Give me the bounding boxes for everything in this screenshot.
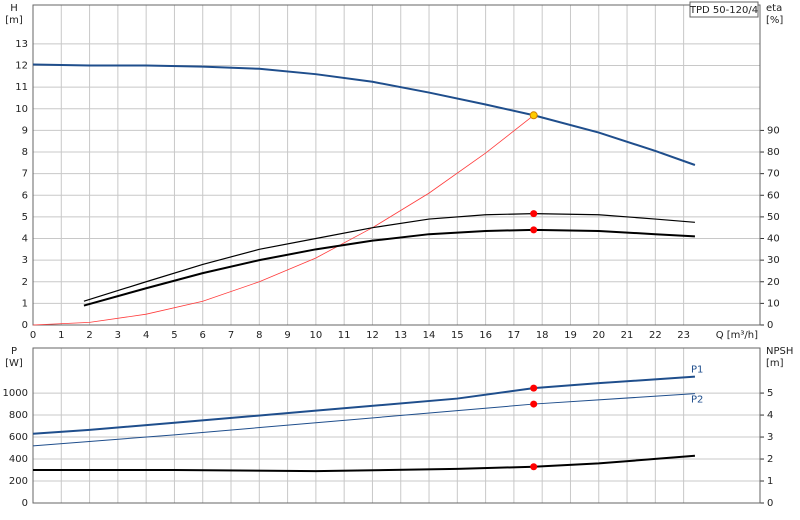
operating-point [530, 210, 538, 218]
x-tick-label: 23 [677, 330, 690, 341]
operating-point [530, 463, 538, 471]
y2-tick-label: 1 [767, 476, 773, 487]
y-tick-label: 1 [22, 298, 28, 309]
y2-tick-label: 70 [767, 169, 780, 180]
y2-tick-label: 90 [767, 125, 780, 136]
y-tick-label: 5 [22, 212, 28, 223]
x-tick-label: 5 [171, 330, 177, 341]
x-tick-label: 18 [536, 330, 549, 341]
y2-tick-label: 0 [767, 320, 773, 331]
series-line [32, 114, 534, 326]
series-line [83, 228, 695, 307]
x-tick-label: 15 [451, 330, 464, 341]
plot-frame [32, 4, 761, 326]
y-tick-label: 2 [22, 277, 28, 288]
y2-tick-label: 4 [767, 410, 773, 421]
x-tick-label: 22 [649, 330, 662, 341]
y-tick-label: 800 [9, 410, 28, 421]
x-tick-label: 14 [423, 330, 436, 341]
x-tick-label: 9 [284, 330, 290, 341]
y-tick-label: 0 [22, 498, 28, 509]
x-tick-label: 2 [86, 330, 92, 341]
x-tick-label: 10 [310, 330, 323, 341]
x-tick-label: 6 [200, 330, 206, 341]
y2-tick-label: 50 [767, 212, 780, 223]
x-tick-label: 12 [366, 330, 379, 341]
y-tick-label: 10 [15, 104, 28, 115]
y-axis-unit: [m] [5, 15, 23, 26]
y-axis-unit: [W] [5, 358, 23, 369]
y-tick-label: 11 [15, 82, 28, 93]
x-tick-label: 20 [592, 330, 605, 341]
y-axis-label: H [10, 3, 18, 14]
operating-point [529, 111, 538, 120]
x-tick-label: 7 [228, 330, 234, 341]
series-label: P2 [691, 395, 703, 406]
x-tick-label: 1 [58, 330, 64, 341]
operating-point [530, 400, 538, 408]
y2-tick-label: 3 [767, 432, 773, 443]
x-tick-label: 4 [143, 330, 149, 341]
y2-tick-label: 0 [767, 498, 773, 509]
y-axis-label: P [11, 346, 17, 357]
y2-tick-label: 5 [767, 388, 773, 399]
operating-point [530, 226, 538, 234]
y-tick-label: 4 [22, 234, 28, 245]
x-tick-label: 8 [256, 330, 262, 341]
y-tick-label: 600 [9, 432, 28, 443]
y2-axis-unit: [m] [766, 358, 784, 369]
series-label: P1 [691, 365, 703, 376]
x-tick-label: 13 [394, 330, 407, 341]
y2-tick-label: 10 [767, 298, 780, 309]
y-tick-label: 7 [22, 169, 28, 180]
y2-tick-label: 60 [767, 190, 780, 201]
y-tick-label: 9 [22, 125, 28, 136]
series-line [83, 213, 695, 302]
y-tick-label: 0 [22, 320, 28, 331]
x-tick-label: 3 [115, 330, 121, 341]
x-tick-label: 21 [621, 330, 634, 341]
y2-axis-label: eta [766, 3, 782, 14]
x-tick-label: 16 [479, 330, 492, 341]
x-axis-label: Q [m³/h] [716, 330, 758, 341]
y-tick-label: 400 [9, 454, 28, 465]
x-tick-label: 17 [508, 330, 521, 341]
y2-tick-label: 40 [767, 234, 780, 245]
y-tick-label: 6 [22, 190, 28, 201]
operating-point [530, 384, 538, 392]
y2-axis-unit: [%] [766, 15, 783, 26]
series-line [32, 393, 695, 447]
x-tick-label: 19 [564, 330, 577, 341]
y2-tick-label: 2 [767, 454, 773, 465]
y-tick-label: 3 [22, 255, 28, 266]
plot-frame [32, 347, 761, 504]
y-tick-label: 12 [15, 61, 28, 72]
y-tick-label: 13 [15, 39, 28, 50]
x-tick-label: 0 [30, 330, 36, 341]
y-tick-label: 200 [9, 476, 28, 487]
y-tick-label: 8 [22, 147, 28, 158]
series-line [32, 375, 696, 435]
y2-tick-label: 80 [767, 147, 780, 158]
x-tick-label: 11 [338, 330, 351, 341]
title-box [689, 1, 759, 18]
y-tick-label: 1000 [3, 388, 28, 399]
series-line [33, 454, 696, 473]
y2-tick-label: 30 [767, 255, 780, 266]
y2-tick-label: 20 [767, 277, 780, 288]
series-line [32, 63, 696, 166]
y2-axis-label: NPSH [766, 346, 793, 357]
chart-title: TPD 50-120/4 [689, 5, 758, 16]
